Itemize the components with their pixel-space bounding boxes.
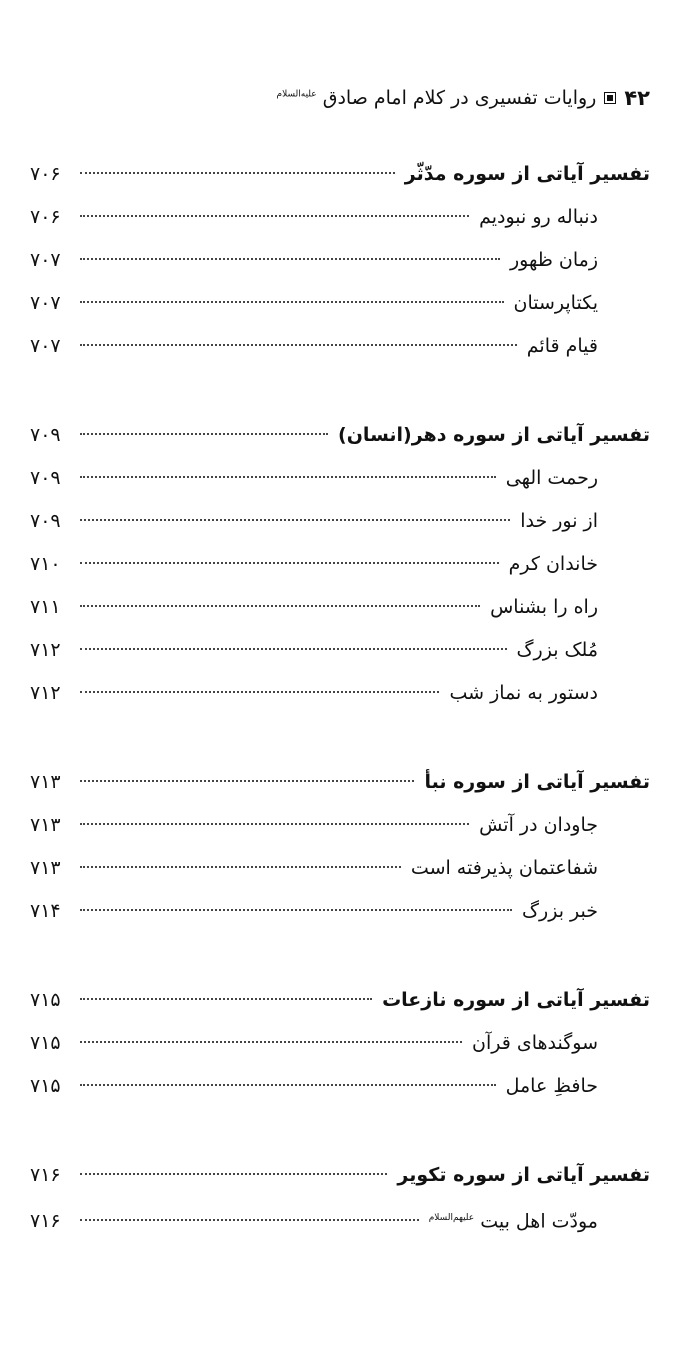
toc-subentry[interactable]: حافظِ عامل ۷۱۵: [30, 1065, 650, 1108]
table-of-contents: تفسیر آیاتی از سوره مدّثّر ۷۰۶ دنباله رو …: [30, 153, 650, 1286]
entry-page-number: ۷۰۹: [30, 424, 61, 446]
dot-leader: [80, 780, 415, 782]
entry-title: خبر بزرگ: [522, 900, 598, 922]
entry-title: مودّت اهل بیت عليهم‌السلام: [428, 1210, 598, 1233]
toc-subentry[interactable]: جاودان در آتش ۷۱۳: [30, 804, 650, 847]
toc-chapter-entry[interactable]: تفسیر آیاتی از سوره دهر(انسان) ۷۰۹: [30, 414, 650, 457]
toc-subentry[interactable]: خبر بزرگ ۷۱۴: [30, 890, 650, 933]
toc-subentry[interactable]: یکتاپرستان ۷۰۷: [30, 282, 650, 325]
book-title: روایات تفسیری در کلام امام صادق عليه‌الس…: [276, 87, 597, 109]
toc-subentry[interactable]: خاندان کرم ۷۱۰: [30, 543, 650, 586]
entry-title: یکتاپرستان: [513, 292, 598, 314]
entry-title: دنباله رو نبودیم: [479, 206, 598, 228]
toc-subentry[interactable]: مُلک بزرگ ۷۱۲: [30, 629, 650, 672]
dot-leader: [80, 1041, 462, 1043]
entry-title: حافظِ عامل: [505, 1075, 598, 1097]
entry-page-number: ۷۱۲: [30, 682, 61, 704]
square-bullet-icon: [604, 92, 617, 104]
toc-chapter-entry[interactable]: تفسیر آیاتی از سوره مدّثّر ۷۰۶: [30, 153, 650, 196]
entry-title: مُلک بزرگ: [516, 639, 598, 661]
entry-page-number: ۷۱۴: [30, 900, 61, 922]
dot-leader: [80, 998, 373, 1000]
dot-leader: [80, 562, 499, 564]
dot-leader: [80, 1219, 419, 1222]
entry-page-number: ۷۰۷: [30, 292, 61, 314]
toc-subentry[interactable]: دنباله رو نبودیم ۷۰۶: [30, 196, 650, 239]
toc-subentry[interactable]: زمان ظهور ۷۰۷: [30, 239, 650, 282]
toc-subentry[interactable]: رحمت الهی ۷۰۹: [30, 457, 650, 500]
dot-leader: [80, 258, 500, 260]
entry-page-number: ۷۱۳: [30, 771, 61, 793]
toc-subentry[interactable]: از نور خدا ۷۰۹: [30, 500, 650, 543]
entry-page-number: ۷۰۷: [30, 249, 61, 271]
dot-leader: [80, 476, 496, 478]
entry-title: تفسیر آیاتی از سوره نبأ: [424, 771, 650, 793]
entry-title: خاندان کرم: [508, 553, 598, 575]
toc-chapter-entry[interactable]: تفسیر آیاتی از سوره نازعات ۷۱۵: [30, 979, 650, 1022]
entry-title: زمان ظهور: [509, 249, 598, 271]
entry-page-number: ۷۱۵: [30, 989, 61, 1011]
honorific: عليه‌السلام: [276, 89, 317, 100]
entry-page-number: ۷۰۷: [30, 335, 61, 357]
toc-subentry[interactable]: سوگندهای قرآن ۷۱۵: [30, 1022, 650, 1065]
entry-title: تفسیر آیاتی از سوره مدّثّر: [404, 163, 650, 185]
entry-title: تفسیر آیاتی از سوره نازعات: [382, 989, 650, 1011]
toc-subentry[interactable]: شفاعتمان پذیرفته است ۷۱۳: [30, 847, 650, 890]
dot-leader: [80, 866, 401, 868]
toc-section: تفسیر آیاتی از سوره نبأ ۷۱۳ جاودان در آتش…: [30, 761, 650, 933]
dot-leader: [80, 1173, 388, 1175]
running-header: ۴۲ روایات تفسیری در کلام امام صادق عليه‌…: [277, 86, 650, 110]
dot-leader: [80, 605, 481, 607]
entry-title: تفسیر آیاتی از سوره تکویر: [397, 1164, 650, 1186]
dot-leader: [80, 215, 470, 217]
dot-leader: [80, 1084, 496, 1086]
entry-title: رحمت الهی: [505, 467, 598, 489]
dot-leader: [80, 691, 440, 693]
toc-section: تفسیر آیاتی از سوره نازعات ۷۱۵ سوگندهای ق…: [30, 979, 650, 1108]
dot-leader: [80, 172, 395, 174]
entry-page-number: ۷۱۳: [30, 857, 61, 879]
entry-page-number: ۷۱۶: [30, 1210, 61, 1233]
entry-page-number: ۷۱۶: [30, 1164, 61, 1186]
entry-page-number: ۷۰۶: [30, 163, 61, 185]
dot-leader: [80, 433, 329, 435]
toc-chapter-entry[interactable]: تفسیر آیاتی از سوره تکویر ۷۱۶: [30, 1154, 650, 1197]
entry-title: سوگندهای قرآن: [471, 1032, 598, 1054]
dot-leader: [80, 519, 511, 521]
toc-chapter-entry[interactable]: تفسیر آیاتی از سوره نبأ ۷۱۳: [30, 761, 650, 804]
dot-leader: [80, 344, 517, 346]
toc-subentry[interactable]: راه را بشناس ۷۱۱: [30, 586, 650, 629]
entry-page-number: ۷۱۵: [30, 1032, 61, 1054]
dot-leader: [80, 909, 513, 911]
toc-section: تفسیر آیاتی از سوره مدّثّر ۷۰۶ دنباله رو …: [30, 153, 650, 368]
entry-page-number: ۷۱۵: [30, 1075, 61, 1097]
entry-title: شفاعتمان پذیرفته است: [410, 857, 598, 879]
entry-page-number: ۷۰۹: [30, 510, 61, 532]
entry-page-number: ۷۱۲: [30, 639, 61, 661]
toc-subentry[interactable]: قیام قائم ۷۰۷: [30, 325, 650, 368]
entry-page-number: ۷۱۱: [30, 596, 61, 618]
entry-title: دستور به نماز شب: [449, 682, 598, 704]
entry-title: قیام قائم: [526, 335, 598, 357]
entry-page-number: ۷۰۹: [30, 467, 61, 489]
dot-leader: [80, 648, 507, 650]
toc-subentry[interactable]: مودّت اهل بیت عليهم‌السلام ۷۱۶: [30, 1197, 650, 1240]
entry-title: جاودان در آتش: [479, 814, 598, 836]
toc-section: تفسیر آیاتی از سوره تکویر ۷۱۶ مودّت اهل ب…: [30, 1154, 650, 1240]
dot-leader: [80, 301, 504, 303]
page-number: ۴۲: [624, 86, 650, 110]
entry-page-number: ۷۱۰: [30, 553, 61, 575]
dot-leader: [80, 823, 470, 825]
entry-page-number: ۷۰۶: [30, 206, 61, 228]
honorific: عليهم‌السلام: [428, 1213, 475, 1223]
entry-title: تفسیر آیاتی از سوره دهر(انسان): [338, 424, 650, 446]
entry-title: راه را بشناس: [490, 596, 598, 618]
toc-section: تفسیر آیاتی از سوره دهر(انسان) ۷۰۹ رحمت ا…: [30, 414, 650, 715]
entry-title: از نور خدا: [520, 510, 598, 532]
toc-subentry[interactable]: دستور به نماز شب ۷۱۲: [30, 672, 650, 715]
entry-page-number: ۷۱۳: [30, 814, 61, 836]
